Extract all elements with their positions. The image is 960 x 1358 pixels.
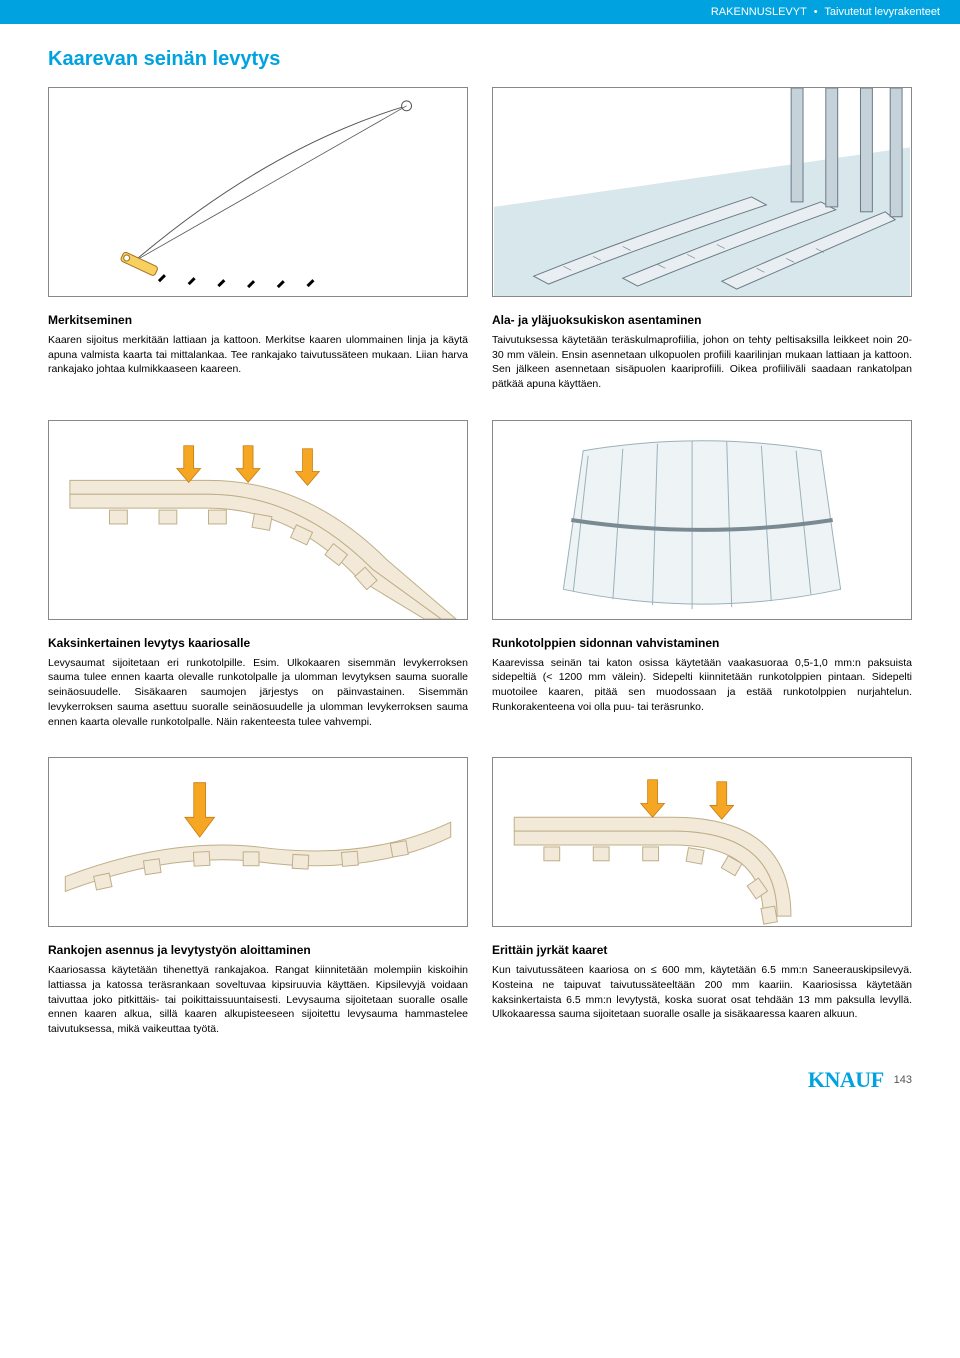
section-heading: Runkotolppien sidonnan vahvistaminen [492,636,912,650]
section-heading: Rankojen asennus ja levytystyön aloittam… [48,943,468,957]
page-title: Kaarevan seinän levytys [48,48,912,71]
breadcrumb-subtitle: Taivutetut levyrakenteet [824,6,940,18]
header-strip: RAKENNUSLEVYT • Taivutetut levyrakenteet [0,0,960,24]
page-footer: KNAUF 143 [0,1057,960,1109]
section-heading: Kaksinkertainen levytys kaariosalle [48,636,468,650]
brand-logo: KNAUF [808,1067,884,1093]
illustration-tight-curve [492,757,912,927]
section-heading: Erittäin jyrkät kaaret [492,943,912,957]
section-heading: Merkitseminen [48,313,468,327]
section-body: Kun taivutussäteen kaariosa on ≤ 600 mm,… [492,963,912,1022]
illustration-stud-bracing [492,420,912,620]
illustration-marking [48,87,468,297]
breadcrumb-separator: • [814,6,818,18]
section-body: Kaarevissa seinän tai katon osissa käyte… [492,656,912,715]
section-body: Kaaren sijoitus merkitään lattiaan ja ka… [48,333,468,377]
illustration-stud-install [48,757,468,927]
illustration-double-layer [48,420,468,620]
section-body: Taivutuksessa käytetään teräskulmaprofii… [492,333,912,392]
section-heading: Ala- ja yläjuoksukiskon asentaminen [492,313,912,327]
page-number: 143 [894,1074,912,1086]
illustration-track-install [492,87,912,297]
section-body: Levysaumat sijoitetaan eri runkotolpille… [48,656,468,729]
breadcrumb-category: RAKENNUSLEVYT [711,6,807,18]
section-body: Kaariosassa käytetään tihenettyä rankaja… [48,963,468,1036]
